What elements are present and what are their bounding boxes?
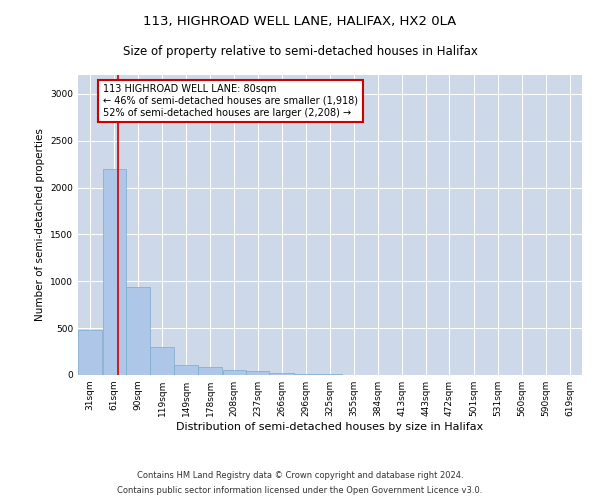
Bar bbox=[127, 287, 149, 375]
Y-axis label: Number of semi-detached properties: Number of semi-detached properties bbox=[35, 128, 44, 322]
Text: 113, HIGHROAD WELL LANE, HALIFAX, HX2 0LA: 113, HIGHROAD WELL LANE, HALIFAX, HX2 0L… bbox=[143, 15, 457, 28]
Text: Size of property relative to semi-detached houses in Halifax: Size of property relative to semi-detach… bbox=[122, 45, 478, 58]
Bar bbox=[150, 347, 174, 375]
Text: Contains HM Land Registry data © Crown copyright and database right 2024.: Contains HM Land Registry data © Crown c… bbox=[137, 471, 463, 480]
Bar bbox=[295, 374, 317, 375]
Bar bbox=[318, 374, 342, 375]
Bar bbox=[103, 169, 126, 375]
Bar bbox=[78, 330, 102, 375]
Bar bbox=[246, 371, 269, 375]
Bar bbox=[223, 370, 246, 375]
Text: Contains public sector information licensed under the Open Government Licence v3: Contains public sector information licen… bbox=[118, 486, 482, 495]
Text: 113 HIGHROAD WELL LANE: 80sqm
← 46% of semi-detached houses are smaller (1,918)
: 113 HIGHROAD WELL LANE: 80sqm ← 46% of s… bbox=[103, 84, 358, 117]
X-axis label: Distribution of semi-detached houses by size in Halifax: Distribution of semi-detached houses by … bbox=[176, 422, 484, 432]
Bar bbox=[270, 372, 294, 375]
Bar bbox=[198, 366, 222, 375]
Bar bbox=[175, 365, 197, 375]
